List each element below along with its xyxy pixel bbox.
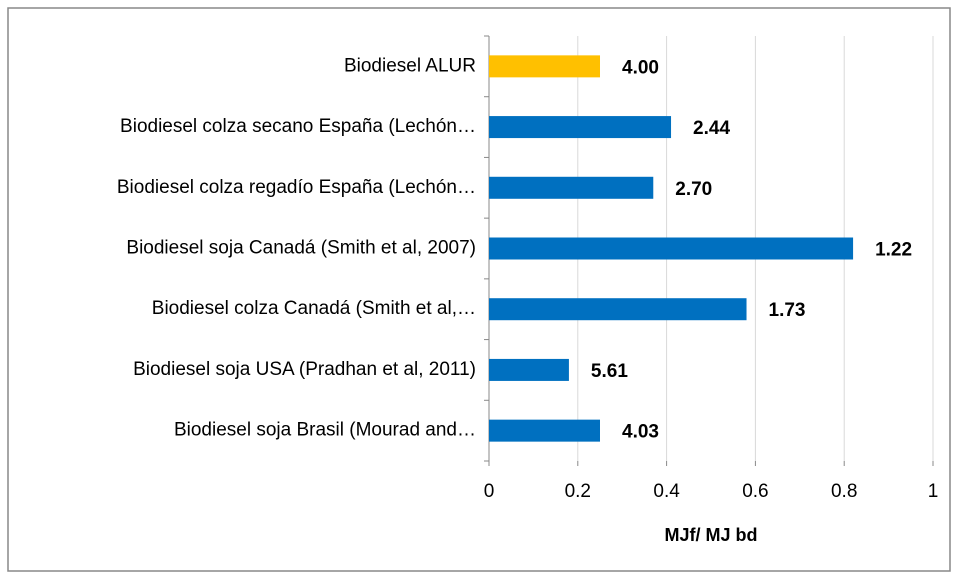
- y-tick-label: Biodiesel colza Canadá (Smith et al,…: [152, 298, 476, 319]
- bar: [489, 358, 569, 381]
- bar-annotation: 4.03: [622, 422, 659, 443]
- chart-border: [7, 7, 951, 572]
- y-tick-label: Biodiesel colza secano España (Lechón…: [120, 116, 476, 137]
- bar: [489, 298, 747, 321]
- bar: [489, 116, 672, 139]
- x-tick-label: 0.2: [565, 481, 591, 502]
- x-tick-label: 0: [484, 481, 495, 502]
- y-tick-label: Biodiesel soja Brasil (Mourad and…: [174, 420, 476, 441]
- bar-annotation: 2.44: [693, 118, 730, 139]
- bar: [489, 55, 600, 78]
- bar: [489, 419, 600, 442]
- y-tick-label: Biodiesel colza regadío España (Lechón…: [117, 177, 476, 198]
- x-tick-label: 0.8: [831, 481, 857, 502]
- x-tick-label: 0.4: [653, 481, 680, 502]
- bar-annotation: 2.70: [675, 179, 712, 200]
- bar: [489, 237, 854, 260]
- x-tick-label: 1: [928, 481, 939, 502]
- x-axis-label: MJf/ MJ bd: [665, 525, 758, 545]
- y-tick-label: Biodiesel soja USA (Pradhan et al, 2011): [133, 359, 476, 380]
- x-tick-label: 0.6: [742, 481, 768, 502]
- bar-annotation: 5.61: [591, 361, 628, 382]
- y-tick-label: Biodiesel soja Canadá (Smith et al, 2007…: [126, 238, 476, 259]
- bar: [489, 176, 654, 199]
- bar-annotation: 1.22: [875, 240, 912, 261]
- bar-annotation: 1.73: [769, 300, 806, 321]
- bar-annotation: 4.00: [622, 57, 659, 78]
- y-tick-label: Biodiesel ALUR: [344, 55, 476, 76]
